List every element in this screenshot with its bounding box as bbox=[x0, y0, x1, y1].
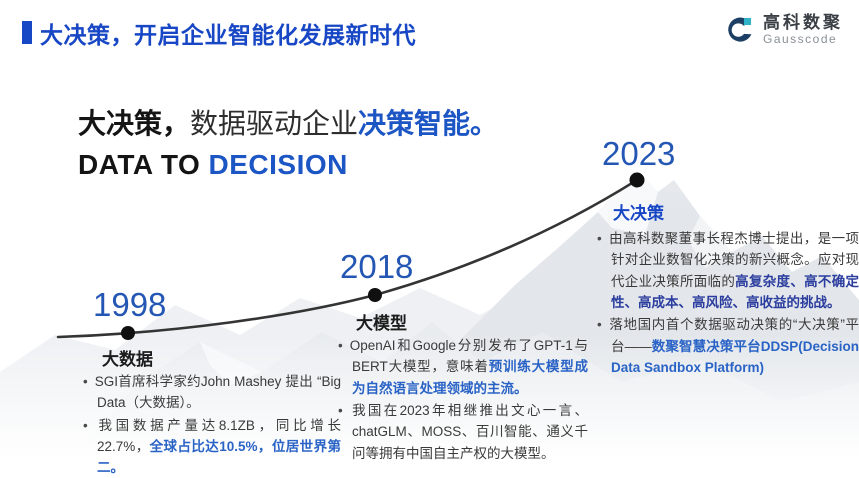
text-run: 数据驱动企业 bbox=[190, 108, 359, 139]
text-run: 我国在2023年相继推出文心一言、chatGLM、MOSS、百川智能、通义千问等… bbox=[349, 402, 588, 461]
bullet-item: 我国在2023年相继推出文心一言、chatGLM、MOSS、百川智能、通义千问等… bbox=[338, 400, 588, 464]
logo-name-en: Gausscode bbox=[763, 31, 838, 46]
milestone-dot-1998 bbox=[121, 326, 135, 340]
text-run: 高复杂度、高不确定性、高成本、高风险、高收益的挑战。 bbox=[611, 273, 859, 310]
milestone-dot-2023 bbox=[629, 172, 645, 188]
text-run: 大决策， bbox=[78, 108, 191, 139]
year-label-2023: 2023 bbox=[602, 135, 676, 172]
logo-name-cn: 高科数聚 bbox=[763, 13, 843, 33]
milestone-bullets-1998: SGI首席科学家约John Mashey 提出 “Big Data（大数据）。我… bbox=[83, 371, 341, 478]
text-run: 预训练大模型成为自然语言处理领域的主流。 bbox=[352, 359, 589, 396]
company-logo: 高科数聚 Gausscode bbox=[722, 13, 843, 47]
text-run: DATA TO bbox=[78, 148, 209, 180]
text-run: 落地国内首个数据驱动决策的“大决策”平台—— bbox=[608, 317, 859, 354]
bullet-item: 由高科数聚董事长程杰博士提出，是一项针对企业数智化决策的新兴概念。应对现代企业决… bbox=[597, 228, 859, 313]
text-run: SGI首席科学家约John Mashey 提出 “Big Data（大数据）。 bbox=[94, 374, 341, 411]
slide-title: 大决策，开启企业智能化发展新时代 bbox=[40, 22, 416, 48]
hero-heading: 大决策，数据驱动企业决策智能。 DATA TO DECISION bbox=[78, 104, 498, 185]
milestone-title-1998: 大数据 bbox=[102, 350, 153, 369]
milestone-title-2018: 大模型 bbox=[356, 314, 407, 333]
hero-line-cn: 大决策，数据驱动企业决策智能。 bbox=[78, 104, 498, 145]
hero-line-en: DATA TO DECISION bbox=[78, 145, 498, 186]
year-label-1998: 1998 bbox=[93, 286, 167, 323]
text-run: 我国数据产量达8.1ZB，同比增长22.7%， bbox=[94, 417, 341, 454]
milestone-bullets-2018: OpenAI和Google分别发布了GPT-1与BERT大模型，意味着预训练大模… bbox=[338, 335, 588, 465]
text-run: 全球占比达10.5%，位居世界第二。 bbox=[97, 438, 342, 476]
text-run: 由高科数聚董事长程杰博士提出，是一项针对企业数智化决策的新兴概念。应对现代企业决… bbox=[608, 231, 859, 289]
bullet-item: 我国数据产量达8.1ZB，同比增长22.7%，全球占比达10.5%，位居世界第二… bbox=[83, 415, 341, 478]
title-accent-bar bbox=[22, 21, 32, 44]
text-run: DECISION bbox=[208, 148, 348, 180]
milestone-dot-2018 bbox=[368, 288, 382, 302]
milestone-bullets-2023: 由高科数聚董事长程杰博士提出，是一项针对企业数智化决策的新兴概念。应对现代企业决… bbox=[597, 228, 859, 379]
milestone-title-2023: 大决策 bbox=[613, 204, 664, 223]
gausscode-logo-icon bbox=[728, 17, 752, 42]
text-run: OpenAI和Google分别发布了GPT-1与BERT大模型，意味着 bbox=[349, 338, 588, 375]
bullet-item: SGI首席科学家约John Mashey 提出 “Big Data（大数据）。 bbox=[83, 371, 341, 414]
text-run: 决策智能。 bbox=[358, 108, 499, 139]
text-run: 数聚智慧决策平台DDSP(Decision Data Sandbox Platf… bbox=[611, 338, 859, 375]
year-label-2018: 2018 bbox=[340, 248, 414, 285]
bullet-item: OpenAI和Google分别发布了GPT-1与BERT大模型，意味着预训练大模… bbox=[338, 335, 588, 399]
bullet-item: 落地国内首个数据驱动决策的“大决策”平台——数聚智慧决策平台DDSP(Decis… bbox=[597, 314, 859, 378]
logo-text: 高科数聚 Gausscode bbox=[763, 13, 843, 46]
